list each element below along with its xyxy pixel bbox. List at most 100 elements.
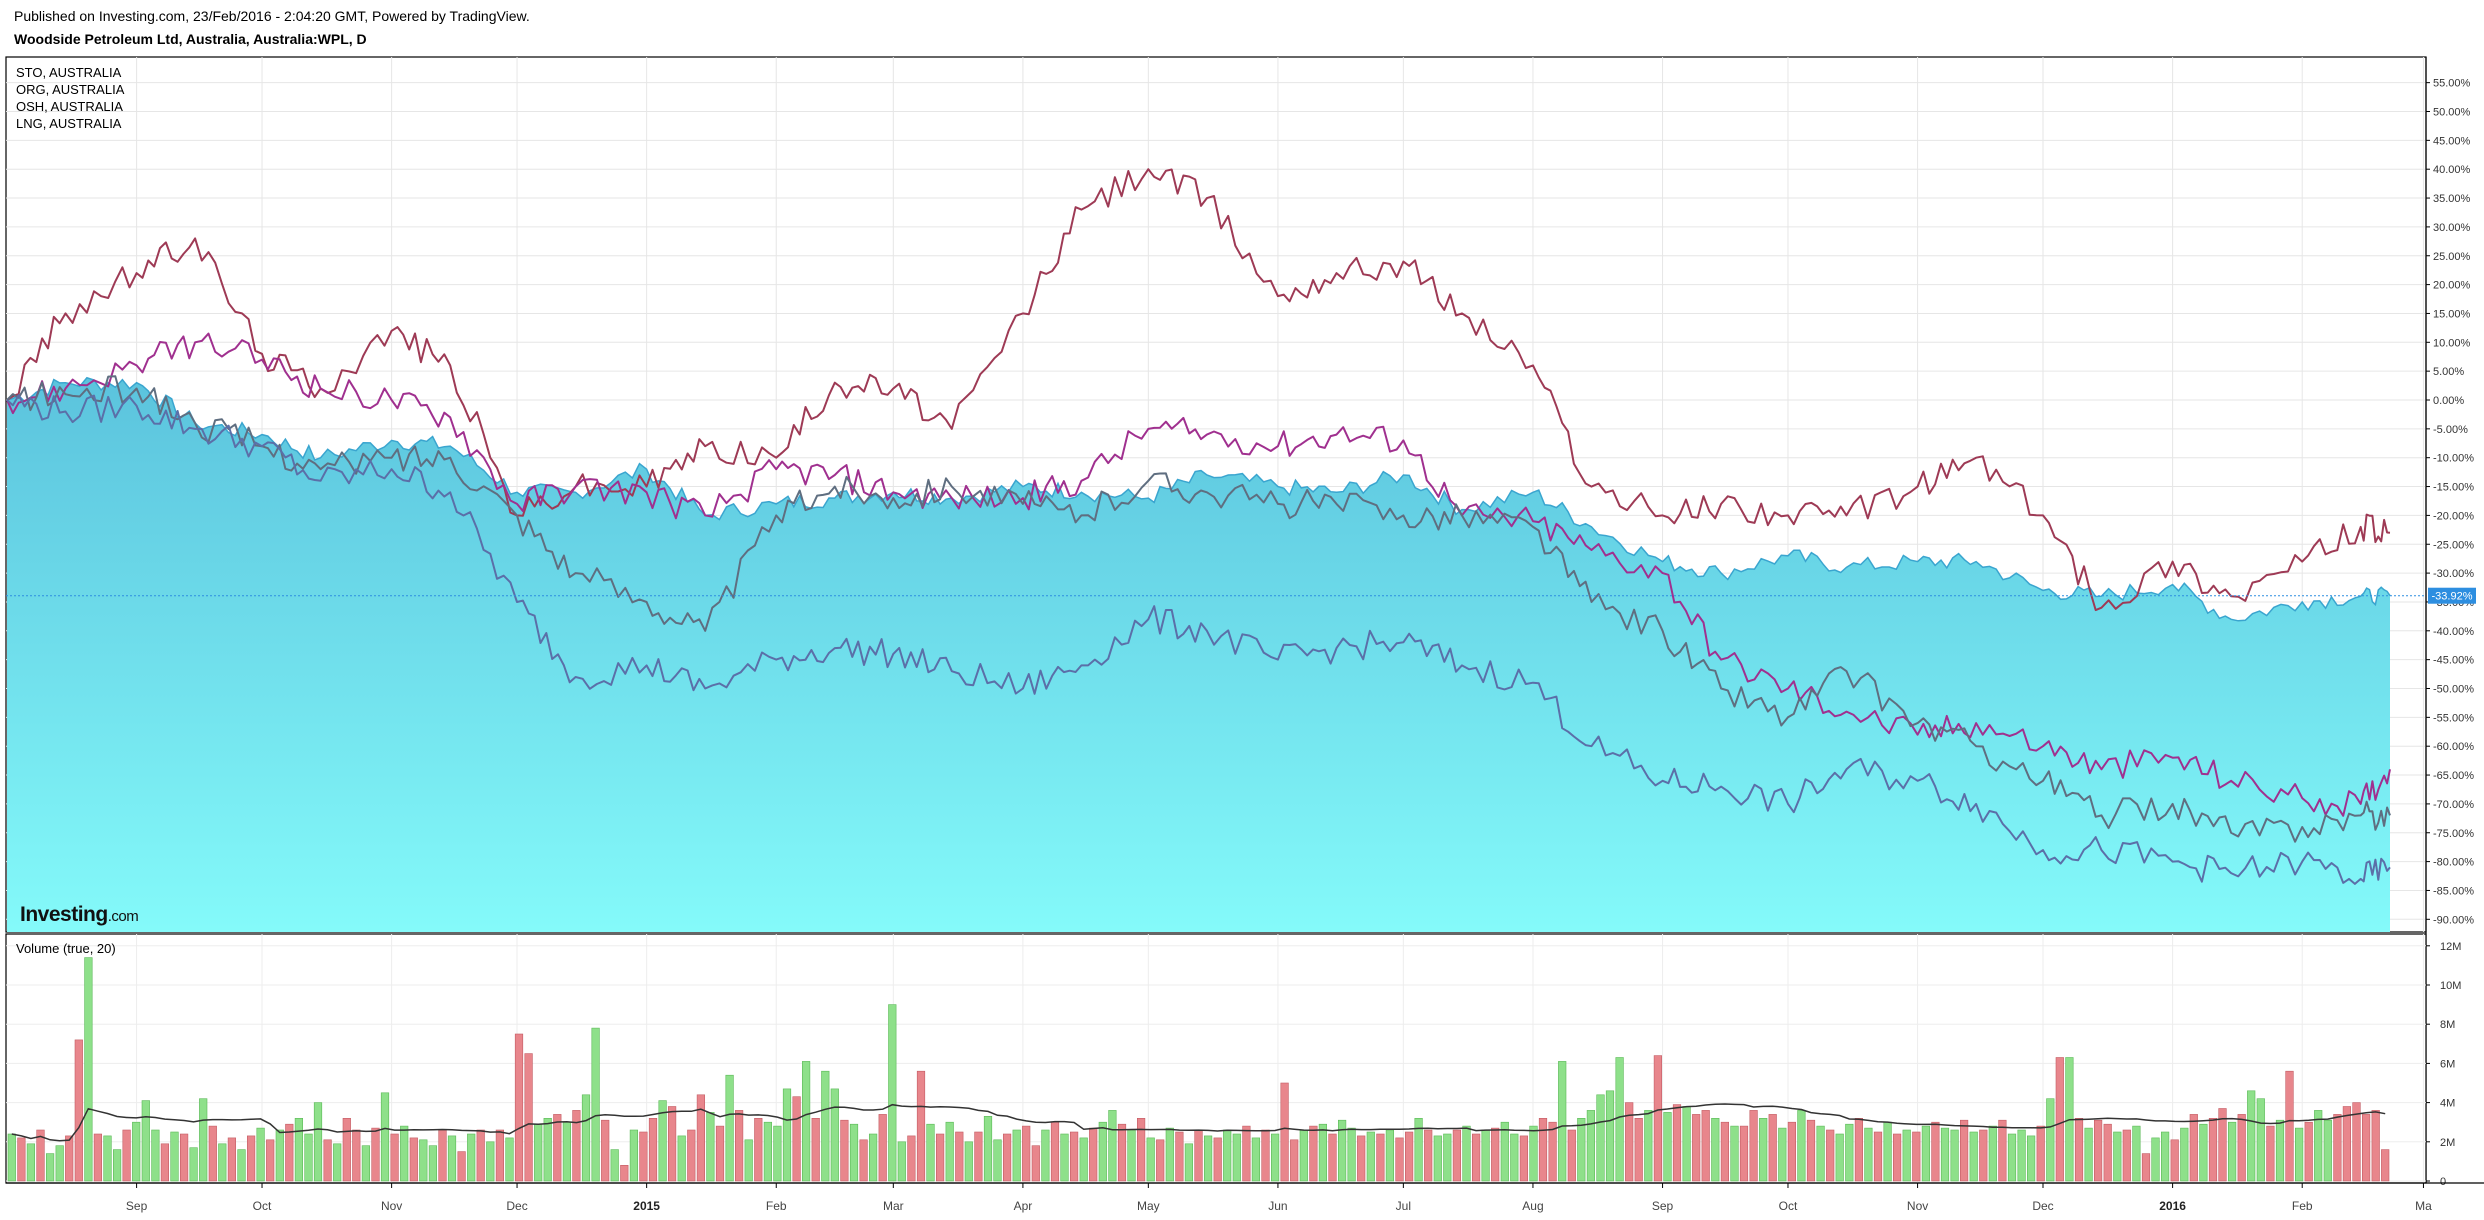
volume-bar	[1921, 1125, 1930, 1182]
volume-ma-line	[11, 1103, 2386, 1142]
legend-item: STO, AUSTRALIA	[16, 65, 122, 80]
volume-bar	[1271, 1133, 1280, 1182]
price-tick-label: 5.00%	[2433, 366, 2464, 378]
volume-bar	[773, 1125, 782, 1182]
volume-bar	[103, 1135, 112, 1182]
volume-bar	[275, 1129, 284, 1182]
volume-bar	[782, 1088, 792, 1182]
volume-bar	[591, 1027, 600, 1182]
time-axis[interactable]: Sep Oct Nov Dec 2015 Feb Mar Apr May Jun Jul Aug Sep…	[126, 1183, 2432, 1213]
volume-bar	[792, 1096, 801, 1182]
price-tick-label: -10.00%	[2433, 453, 2474, 465]
price-axis[interactable]: 55.00% 50.00% 45.00% 40.00% 35.00% 30.00% 25.0…	[2426, 78, 2474, 927]
volume-bar	[1768, 1114, 1777, 1182]
volume-bar	[1041, 1129, 1050, 1182]
volume-bar	[2180, 1127, 2189, 1182]
volume-bar	[1280, 1082, 1289, 1182]
volume-bar	[93, 1133, 102, 1182]
volume-bar	[1586, 1110, 1595, 1182]
volume-bar	[2141, 1153, 2151, 1182]
volume-tick-label: 8M	[2440, 1019, 2455, 1031]
volume-bar	[1261, 1129, 1270, 1182]
volume-bar	[1510, 1133, 1519, 1182]
volume-bar	[1816, 1125, 1825, 1182]
volume-bar	[304, 1133, 313, 1182]
volume-bar	[1175, 1131, 1184, 1182]
volume-bar	[725, 1074, 734, 1182]
volume-bar	[983, 1116, 993, 1182]
volume-bar	[409, 1137, 418, 1182]
legend: STO, AUSTRALIA ORG, AUSTRALIA OSH, AUSTR…	[16, 65, 125, 131]
volume-bar	[1692, 1114, 1701, 1182]
volume-bar	[26, 1143, 36, 1182]
price-tick-label: 45.00%	[2433, 135, 2471, 147]
price-tick-label: -80.00%	[2433, 857, 2474, 869]
volume-bar	[2046, 1098, 2055, 1182]
volume-bar	[476, 1129, 485, 1182]
volume-axis[interactable]: 12M 10M 8M 6M 4M 2M 0	[2426, 941, 2461, 1188]
volume-bar	[706, 1112, 715, 1182]
volume-bar	[907, 1135, 916, 1182]
volume-bar	[1759, 1118, 1768, 1182]
volume-bar	[160, 1143, 170, 1182]
time-tick-label: 2015	[633, 1199, 660, 1213]
legend-item: LNG, AUSTRALIA	[16, 116, 122, 131]
volume-bar	[1826, 1129, 1835, 1182]
volume-bar	[189, 1147, 198, 1182]
volume-bar	[447, 1135, 457, 1182]
volume-bar	[45, 1153, 55, 1182]
volume-bar	[1414, 1118, 1423, 1182]
price-tick-label: -60.00%	[2433, 741, 2474, 753]
volume-bar	[17, 1137, 26, 1182]
volume-bar	[2381, 1149, 2390, 1182]
volume-bar	[2151, 1137, 2160, 1182]
volume-bar	[524, 1053, 533, 1182]
volume-bar	[514, 1033, 524, 1182]
volume-bar	[620, 1165, 629, 1182]
volume-bar	[610, 1149, 619, 1182]
volume-bar	[2314, 1110, 2323, 1182]
price-tick-label: -25.00%	[2433, 539, 2474, 551]
volume-bar	[1883, 1121, 1892, 1182]
volume-bar	[1213, 1137, 1222, 1182]
volume-bar	[1940, 1127, 1950, 1182]
price-tick-label: 50.00%	[2433, 107, 2471, 119]
volume-bar	[1644, 1110, 1653, 1182]
volume-bar	[400, 1125, 409, 1182]
volume-bar	[1912, 1131, 1921, 1182]
volume-bar	[1318, 1123, 1327, 1182]
volume-bar	[562, 1121, 571, 1182]
volume-bar	[1309, 1125, 1318, 1182]
volume-bar	[1596, 1094, 1605, 1182]
time-tick-label: Sep	[1652, 1199, 1674, 1213]
volume-tick-label: 4M	[2440, 1098, 2455, 1110]
volume-bar	[2247, 1090, 2256, 1182]
volume-bar	[2304, 1121, 2313, 1182]
price-tick-label: -90.00%	[2433, 914, 2474, 926]
price-tick-label: -55.00%	[2433, 712, 2474, 724]
volume-bar	[2295, 1127, 2304, 1182]
volume-bar	[1376, 1133, 1385, 1182]
volume-bar	[1194, 1129, 1203, 1182]
volume-bar	[428, 1145, 438, 1182]
volume-bar	[1462, 1125, 1471, 1182]
volume-bar	[1050, 1121, 1060, 1182]
volume-bar	[132, 1121, 141, 1182]
volume-bar	[1328, 1133, 1337, 1182]
volume-bar	[1701, 1110, 1710, 1182]
volume-bar	[1538, 1118, 1548, 1182]
volume-bar	[1405, 1131, 1414, 1182]
series-area-fill	[7, 377, 2390, 932]
volume-bar	[1002, 1133, 1012, 1182]
volume-bar	[801, 1061, 811, 1182]
volume-bar	[1070, 1131, 1079, 1182]
price-tick-label: -20.00%	[2433, 510, 2474, 522]
series-line-osh	[6, 375, 2391, 843]
volume-bar	[1031, 1145, 1040, 1182]
volume-bar	[677, 1135, 686, 1182]
volume-bar	[868, 1133, 878, 1182]
volume-label: Volume (true, 20)	[16, 941, 116, 956]
volume-bar	[821, 1070, 830, 1182]
volume-bar	[581, 1094, 591, 1182]
